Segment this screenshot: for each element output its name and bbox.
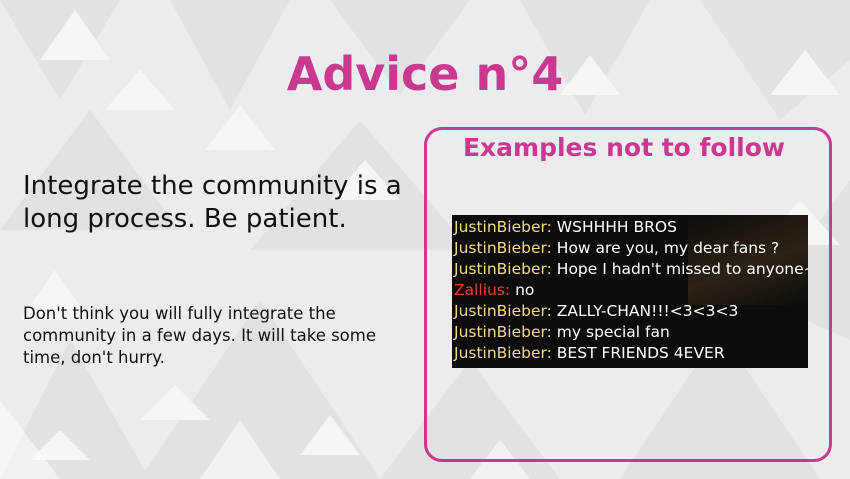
chat-username: JustinBieber: bbox=[454, 302, 552, 320]
chat-line: JustinBieber: my special fan bbox=[454, 322, 808, 343]
chat-line: Zallius: no bbox=[454, 280, 808, 301]
chat-line: JustinBieber: BEST FRIENDS 4EVER bbox=[454, 343, 808, 364]
chat-username: JustinBieber: bbox=[454, 323, 552, 341]
chat-line: JustinBieber: Hope I hadn't missed to an… bbox=[454, 259, 808, 280]
chat-username: JustinBieber: bbox=[454, 260, 552, 278]
slide-title: Advice n°4 bbox=[286, 47, 564, 101]
chat-background-glow bbox=[688, 215, 808, 305]
examples-panel-title: Examples not to follow bbox=[462, 133, 786, 162]
chat-message: How are you, my dear fans ? bbox=[556, 239, 780, 257]
chat-message: no bbox=[515, 281, 535, 299]
slide-heading: Integrate the community is a long proces… bbox=[23, 171, 402, 234]
chat-line: JustinBieber: WSHHHH BROS bbox=[454, 217, 808, 238]
chat-message: my special fan bbox=[556, 323, 670, 341]
slide-body-text: Don't think you will fully integrate the… bbox=[23, 304, 377, 367]
chat-log: JustinBieber: WSHHHH BROS JustinBieber: … bbox=[452, 215, 808, 368]
chat-username: JustinBieber: bbox=[454, 239, 552, 257]
chat-message: Hope I hadn't missed to anyone~ bbox=[556, 260, 808, 278]
chat-line: JustinBieber: How are you, my dear fans … bbox=[454, 238, 808, 259]
chat-line: JustinBieber: ZALLY-CHAN!!!<3<3<3 bbox=[454, 301, 808, 322]
chat-username: JustinBieber: bbox=[454, 218, 552, 236]
chat-username: Zallius: bbox=[454, 281, 511, 299]
chat-message: WSHHHH BROS bbox=[556, 218, 677, 236]
examples-panel bbox=[424, 127, 832, 462]
chat-message: ZALLY-CHAN!!!<3<3<3 bbox=[556, 302, 739, 320]
chat-username: JustinBieber: bbox=[454, 344, 552, 362]
chat-message: BEST FRIENDS 4EVER bbox=[556, 344, 725, 362]
